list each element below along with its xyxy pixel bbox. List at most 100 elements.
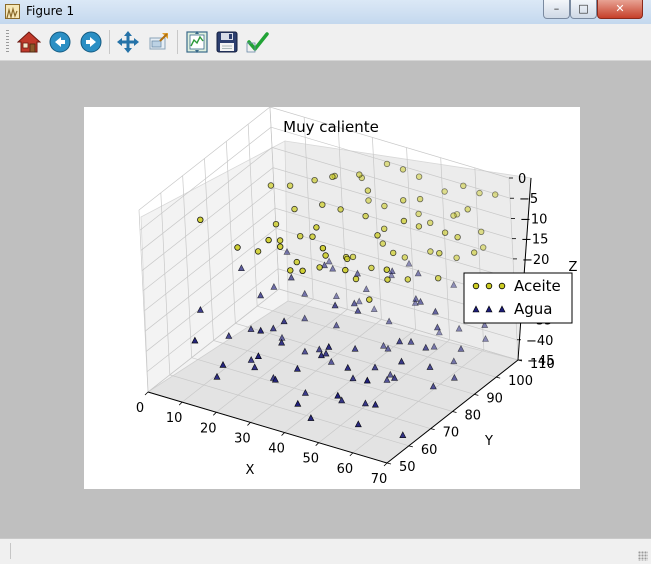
data-point-aceite bbox=[450, 212, 457, 219]
data-point-aceite bbox=[276, 237, 284, 244]
x-tick-label: 50 bbox=[302, 452, 319, 467]
data-points bbox=[191, 160, 515, 439]
title-bar[interactable]: Figure 1 – □ ✕ bbox=[0, 0, 651, 25]
data-point-agua bbox=[450, 357, 458, 365]
data-point-agua bbox=[433, 323, 441, 331]
figure-canvas[interactable]: 0 10 20 30 40 50 60 70 50 60 70 80 90 100 110 0 −5 −10 −15… bbox=[84, 107, 580, 489]
data-point-aceite bbox=[313, 224, 320, 231]
x-tick-label: 20 bbox=[200, 421, 217, 436]
data-point-agua bbox=[334, 391, 342, 399]
minimize-button[interactable]: – bbox=[543, 0, 570, 19]
resize-grip[interactable] bbox=[638, 551, 648, 561]
data-point-aceite bbox=[267, 182, 275, 189]
data-point-agua bbox=[371, 363, 379, 371]
axis-ticks: 0 10 20 30 40 50 60 70 50 60 70 80 90 100 110 0 −5 −10 −15… bbox=[136, 172, 555, 487]
pan-button[interactable] bbox=[116, 30, 140, 54]
data-point-aceite bbox=[319, 244, 327, 252]
z-tick-label: −5 bbox=[519, 192, 538, 207]
data-point-aceite bbox=[441, 229, 449, 236]
toolbar-grip[interactable] bbox=[6, 30, 9, 54]
data-point-aceite bbox=[293, 258, 300, 266]
x-tick-mark bbox=[281, 432, 285, 436]
toolbar-separator bbox=[109, 30, 110, 54]
data-point-aceite bbox=[322, 252, 329, 259]
close-icon: ✕ bbox=[615, 2, 625, 15]
data-point-agua bbox=[385, 317, 393, 325]
grid-line-z bbox=[146, 268, 518, 373]
data-point-aceite bbox=[381, 225, 388, 232]
data-point-aceite bbox=[316, 264, 323, 271]
data-point-agua bbox=[388, 271, 395, 279]
z-axis-label: Z bbox=[569, 260, 578, 275]
data-point-agua bbox=[321, 261, 328, 269]
data-point-aceite bbox=[197, 216, 204, 223]
navigation-toolbar bbox=[0, 24, 651, 61]
data-point-agua bbox=[315, 345, 323, 353]
forward-button[interactable] bbox=[79, 30, 103, 54]
data-point-agua bbox=[338, 396, 346, 404]
data-point-agua bbox=[422, 343, 430, 351]
data-point-agua bbox=[257, 291, 265, 299]
data-point-agua bbox=[283, 247, 291, 255]
data-point-aceite bbox=[329, 173, 336, 180]
z-tick-label: −20 bbox=[522, 253, 549, 268]
x-tick-label: 40 bbox=[268, 442, 285, 457]
data-point-aceite bbox=[427, 219, 434, 226]
data-point-agua bbox=[399, 431, 407, 439]
data-point-agua bbox=[450, 373, 458, 381]
home-button[interactable] bbox=[17, 30, 41, 54]
data-point-agua bbox=[383, 376, 391, 383]
data-point-aceite bbox=[464, 206, 471, 213]
move-icon bbox=[117, 31, 139, 53]
data-point-aceite bbox=[478, 228, 485, 235]
data-point-agua bbox=[247, 325, 255, 332]
maximize-button[interactable]: □ bbox=[570, 0, 597, 19]
grid-line-z bbox=[144, 227, 516, 332]
data-point-agua bbox=[271, 375, 279, 383]
legend-label-aceite: Aceite bbox=[514, 277, 561, 295]
data-point-agua bbox=[370, 305, 378, 312]
data-point-agua bbox=[355, 297, 363, 305]
data-point-aceite bbox=[309, 233, 316, 240]
legend-marker-aceite bbox=[498, 282, 506, 290]
zoom-button[interactable] bbox=[147, 30, 171, 54]
save-button[interactable] bbox=[215, 30, 239, 54]
data-point-aceite bbox=[368, 264, 375, 272]
data-point-agua bbox=[278, 338, 286, 346]
data-point-agua bbox=[219, 360, 227, 368]
data-point-agua bbox=[354, 269, 361, 277]
data-point-agua bbox=[380, 341, 387, 349]
y-tick-mark bbox=[452, 411, 457, 413]
data-point-aceite bbox=[476, 189, 483, 197]
close-button[interactable]: ✕ bbox=[597, 0, 643, 19]
data-point-aceite bbox=[272, 220, 280, 228]
data-point-aceite bbox=[441, 188, 448, 195]
scatter-3d-plot[interactable]: 0 10 20 30 40 50 60 70 50 60 70 80 90 100 110 0 −5 −10 −15… bbox=[84, 107, 580, 489]
configure-subplots-button[interactable] bbox=[185, 30, 209, 54]
data-point-agua bbox=[384, 344, 392, 352]
data-point-agua bbox=[317, 351, 325, 359]
data-point-aceite bbox=[415, 210, 422, 218]
x-tick-mark bbox=[383, 462, 388, 467]
data-point-agua bbox=[455, 324, 463, 332]
z-axis-line bbox=[517, 177, 532, 361]
edit-parameters-button[interactable] bbox=[246, 30, 270, 54]
back-button[interactable] bbox=[48, 30, 72, 54]
legend[interactable]: Aceite Agua bbox=[463, 272, 573, 324]
data-point-aceite bbox=[400, 217, 408, 225]
data-point-aceite bbox=[366, 296, 373, 303]
grid-line-z bbox=[139, 126, 511, 231]
data-point-agua bbox=[251, 363, 259, 371]
data-point-agua bbox=[196, 305, 204, 313]
data-point-agua bbox=[293, 364, 301, 372]
grid-line-z bbox=[142, 187, 514, 292]
data-point-agua bbox=[257, 326, 265, 334]
data-point-aceite bbox=[390, 249, 397, 257]
data-point-agua bbox=[450, 281, 458, 288]
data-point-agua bbox=[481, 321, 489, 328]
data-point-agua bbox=[361, 399, 369, 407]
data-point-agua bbox=[307, 414, 315, 421]
data-point-aceite bbox=[362, 212, 369, 220]
data-point-aceite bbox=[384, 276, 391, 283]
data-point-agua bbox=[329, 264, 337, 272]
